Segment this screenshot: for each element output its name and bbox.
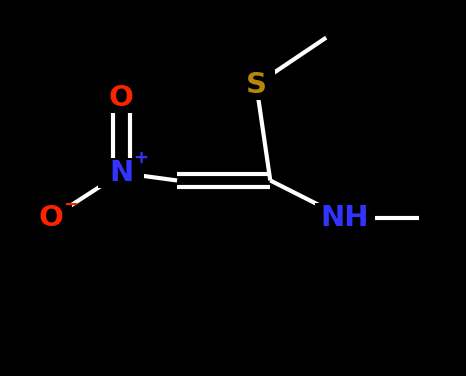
Text: S: S — [246, 71, 267, 99]
FancyBboxPatch shape — [315, 203, 375, 233]
Text: O: O — [39, 204, 64, 232]
FancyBboxPatch shape — [98, 158, 144, 188]
Text: O: O — [109, 84, 134, 112]
Text: N: N — [109, 159, 133, 187]
Text: +: + — [133, 149, 148, 167]
FancyBboxPatch shape — [103, 83, 140, 113]
FancyBboxPatch shape — [30, 203, 72, 233]
FancyBboxPatch shape — [238, 70, 275, 100]
Text: −: − — [63, 196, 78, 214]
Text: NH: NH — [321, 204, 369, 232]
